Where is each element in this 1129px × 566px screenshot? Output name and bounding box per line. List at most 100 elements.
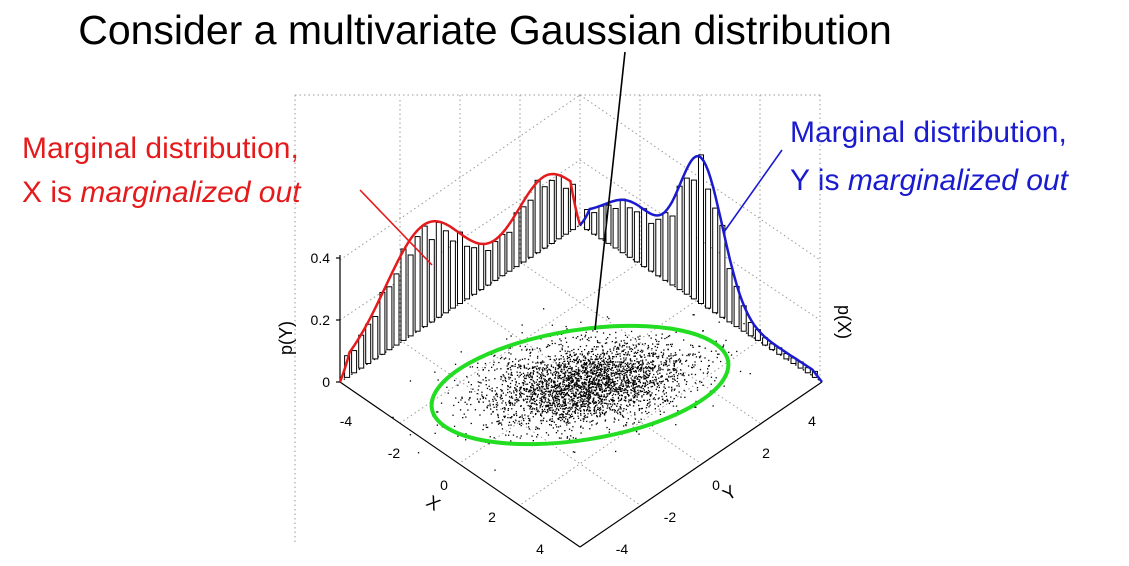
scatter-point [603, 394, 605, 396]
scatter-point [580, 406, 583, 408]
scatter-point [554, 388, 557, 390]
scatter-point [530, 393, 532, 395]
scatter-point [532, 390, 534, 392]
scatter-point [571, 380, 573, 382]
scatter-point [650, 337, 652, 339]
scatter-point [693, 366, 695, 368]
scatter-point [592, 398, 595, 401]
scatter-point [591, 389, 593, 391]
scatter-point [566, 437, 568, 439]
scatter-point [571, 387, 573, 389]
scatter-point [616, 377, 618, 379]
scatter-point [607, 386, 609, 388]
scatter-point [526, 348, 528, 350]
scatter-point [536, 357, 539, 359]
scatter-point [624, 365, 626, 367]
scatter-point [606, 381, 608, 383]
scatter-point [567, 407, 569, 410]
scatter-point [600, 364, 602, 366]
scatter-point [546, 371, 548, 374]
scatter-point [507, 388, 509, 391]
scatter-point [610, 374, 612, 376]
scatter-point [672, 381, 674, 383]
scatter-point [673, 374, 675, 376]
scatter-point [587, 407, 589, 409]
scatter-point [523, 400, 525, 402]
scatter-point [551, 394, 553, 396]
scatter-point [612, 399, 614, 401]
scatter-point [671, 343, 673, 345]
scatter-point [539, 399, 541, 402]
scatter-point [509, 386, 512, 388]
scatter-point [617, 361, 619, 363]
scatter-point [655, 394, 657, 396]
scatter-point [576, 357, 578, 359]
scatter-point [533, 388, 535, 391]
scatter-point [509, 401, 511, 403]
scatter-point [655, 378, 658, 380]
scatter-point [599, 368, 601, 371]
scatter-point [465, 416, 467, 418]
scatter-point [564, 402, 567, 404]
scatter-point [500, 389, 502, 391]
scatter-point [521, 382, 524, 384]
scatter-point [552, 366, 554, 368]
right-histogram-bar [626, 207, 633, 258]
scatter-point [573, 375, 575, 377]
scatter-point [608, 317, 610, 320]
scatter-point [515, 419, 517, 422]
scatter-point [575, 377, 577, 379]
scatter-point [550, 386, 552, 388]
scatter-point [597, 375, 600, 377]
scatter-point [612, 380, 614, 382]
scatter-point [564, 375, 566, 377]
scatter-point [531, 402, 533, 404]
scatter-point [641, 385, 643, 388]
scatter-point [531, 378, 533, 381]
right-histogram-bar [676, 185, 683, 291]
left-histogram-bar [351, 350, 358, 374]
scatter-point [513, 390, 515, 392]
scatter-point [624, 334, 627, 336]
right-histogram-bars [584, 154, 818, 378]
scatter-point [567, 346, 569, 348]
scatter-point [540, 374, 542, 376]
scatter-point [584, 400, 586, 402]
scatter-point [568, 398, 570, 400]
scatter-point [632, 381, 634, 384]
scatter-point [657, 357, 659, 359]
scatter-point [666, 373, 668, 375]
scatter-point [590, 412, 592, 414]
scatter-point [652, 360, 654, 362]
scatter-point [573, 370, 575, 372]
scatter-point [555, 412, 558, 415]
scatter-point [572, 405, 574, 407]
scatter-point [537, 395, 539, 397]
scatter-point [660, 361, 662, 363]
scatter-point [540, 403, 542, 405]
scatter-point [533, 370, 535, 372]
scatter-point [519, 371, 521, 374]
scatter-point [589, 362, 591, 365]
scatter-point [708, 359, 710, 362]
scatter-point [552, 391, 554, 393]
scatter-point [542, 383, 544, 385]
scatter-point [580, 397, 582, 399]
scatter-point [645, 359, 647, 361]
scatter-point [662, 354, 665, 356]
scatter-point [575, 392, 577, 394]
scatter-point [523, 389, 525, 391]
scatter-point [615, 450, 617, 453]
scatter-point [486, 387, 489, 390]
scatter-point [603, 361, 605, 364]
scatter-point [692, 353, 694, 355]
scatter-point [662, 356, 664, 358]
scatter-point [547, 434, 550, 436]
left-histogram-bar [358, 334, 365, 369]
scatter-point [603, 390, 606, 392]
scatter-point [580, 432, 582, 434]
scatter-point [542, 369, 544, 371]
scatter-point [621, 373, 623, 376]
scatter-point [629, 374, 631, 376]
scatter-point [519, 437, 521, 439]
